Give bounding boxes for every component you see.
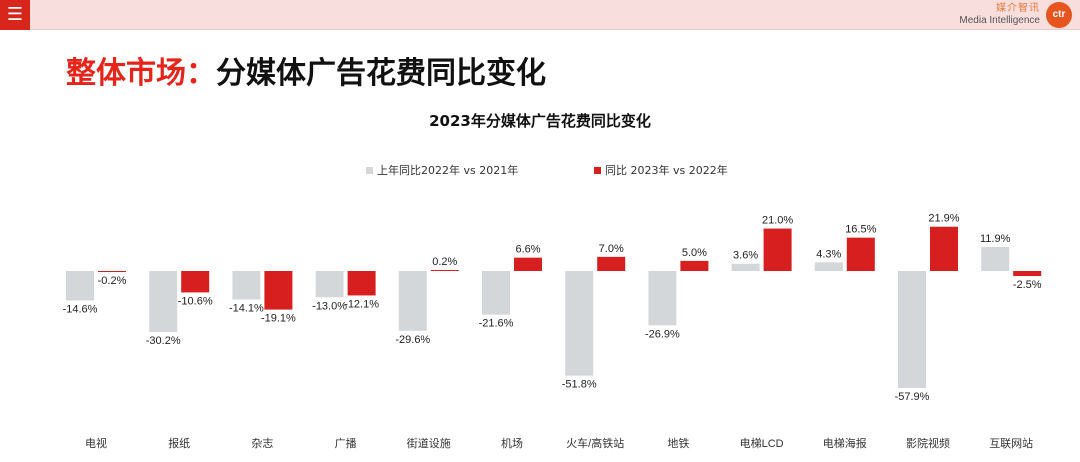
category-label-6: 火车/高铁站	[566, 436, 624, 450]
data-label-2023-4: 0.2%	[432, 256, 457, 268]
bar-2022-5	[482, 271, 510, 315]
bar-2022-0	[66, 271, 94, 301]
bar-2022-9	[814, 262, 843, 271]
data-label-2023-1: -10.6%	[178, 295, 213, 307]
bar-2023-2	[264, 271, 293, 310]
hamburger-menu-icon[interactable]: ☰	[0, 0, 30, 30]
bar-2022-4	[398, 271, 427, 331]
legend-item-2023: 同比 2023年 vs 2022年	[594, 162, 728, 178]
bar-2022-1	[149, 271, 178, 333]
brand-name-cn: 媒介智讯	[996, 3, 1040, 14]
bar-2023-10	[930, 226, 958, 271]
category-label-7: 地铁	[667, 437, 689, 450]
brand-logo-group: 媒介智讯 Media Intelligence ctr	[959, 2, 1072, 28]
data-label-2022-7: -26.9%	[645, 328, 680, 340]
bar-2022-11	[981, 246, 1010, 271]
category-label-8: 电梯LCD	[740, 437, 784, 450]
category-label-3: 广播	[335, 436, 357, 450]
data-label-2023-8: 21.0%	[762, 215, 793, 227]
legend-label-2022: 上年同比2022年 vs 2021年	[377, 164, 519, 177]
category-label-2: 杂志	[251, 437, 273, 450]
bar-2023-0	[98, 271, 126, 272]
bar-2022-10	[898, 271, 926, 388]
page-title: 整体市场：分媒体广告花费同比变化	[66, 48, 546, 92]
page-title-main: 分媒体广告花费同比变化	[216, 56, 546, 91]
category-label-5: 机场	[501, 436, 523, 450]
bar-2023-11	[1013, 271, 1042, 277]
category-label-10: 影院视频	[906, 436, 950, 450]
bar-2023-8	[763, 228, 792, 271]
category-label-4: 街道设施	[407, 436, 451, 450]
data-label-2022-5: -21.6%	[479, 318, 514, 330]
data-label-2023-10: 21.9%	[928, 213, 959, 225]
data-label-2022-2: -14.1%	[229, 302, 264, 314]
legend-swatch-2023	[594, 166, 601, 174]
bar-2022-2	[232, 271, 261, 300]
data-label-2023-9: 16.5%	[845, 224, 876, 236]
legend-item-2022: 上年同比2022年 vs 2021年	[366, 162, 518, 178]
data-label-2022-6: -51.8%	[562, 379, 597, 391]
data-label-2022-8: 3.6%	[733, 250, 758, 262]
legend-swatch-2022	[366, 166, 373, 174]
data-label-2023-2: -19.1%	[261, 313, 296, 325]
chart-title: 2023年分媒体广告花费同比变化	[429, 112, 651, 130]
category-label-11: 互联网站	[989, 436, 1033, 450]
bar-2023-1	[181, 271, 210, 293]
data-label-2023-5: 6.6%	[515, 244, 540, 256]
bar-2022-8	[731, 263, 760, 271]
bar-2023-7	[680, 260, 709, 271]
legend-label-2023: 同比 2023年 vs 2022年	[605, 164, 728, 177]
brand-text: 媒介智讯 Media Intelligence	[959, 3, 1040, 27]
data-label-2022-10: -57.9%	[895, 391, 930, 403]
bar-2022-7	[648, 271, 677, 326]
data-label-2023-11: -2.5%	[1013, 279, 1042, 291]
data-label-2022-4: -29.6%	[395, 334, 430, 346]
page-title-prefix: 整体市场：	[66, 56, 216, 91]
category-label-9: 电梯海报	[823, 436, 867, 450]
data-label-2022-11: 11.9%	[980, 233, 1011, 245]
chart-legend: 上年同比2022年 vs 2021年 同比 2023年 vs 2022年	[0, 162, 1080, 178]
data-label-2023-7: 5.0%	[682, 247, 707, 259]
bar-2023-6	[597, 256, 626, 271]
top-bar: ☰ 媒介智讯 Media Intelligence ctr	[0, 0, 1080, 30]
brand-logo-badge: ctr	[1046, 2, 1072, 28]
category-label-0: 电视	[85, 436, 107, 450]
brand-name-en: Media Intelligence	[959, 15, 1040, 26]
data-label-2023-3: -12.1%	[344, 298, 379, 310]
bar-2022-6	[565, 271, 594, 376]
bar-2023-4	[430, 270, 459, 271]
bar-2023-9	[846, 237, 875, 271]
bar-2023-3	[347, 271, 376, 296]
data-label-2023-6: 7.0%	[599, 243, 624, 255]
category-label-1: 报纸	[168, 436, 190, 450]
bar-2022-3	[315, 271, 344, 298]
data-label-2022-3: -13.0%	[312, 300, 347, 312]
data-label-2022-1: -30.2%	[146, 335, 181, 347]
data-label-2022-9: 4.3%	[816, 248, 841, 260]
bar-2023-5	[514, 257, 542, 271]
data-label-2023-0: -0.2%	[98, 275, 127, 287]
data-label-2022-0: -14.6%	[63, 304, 98, 316]
